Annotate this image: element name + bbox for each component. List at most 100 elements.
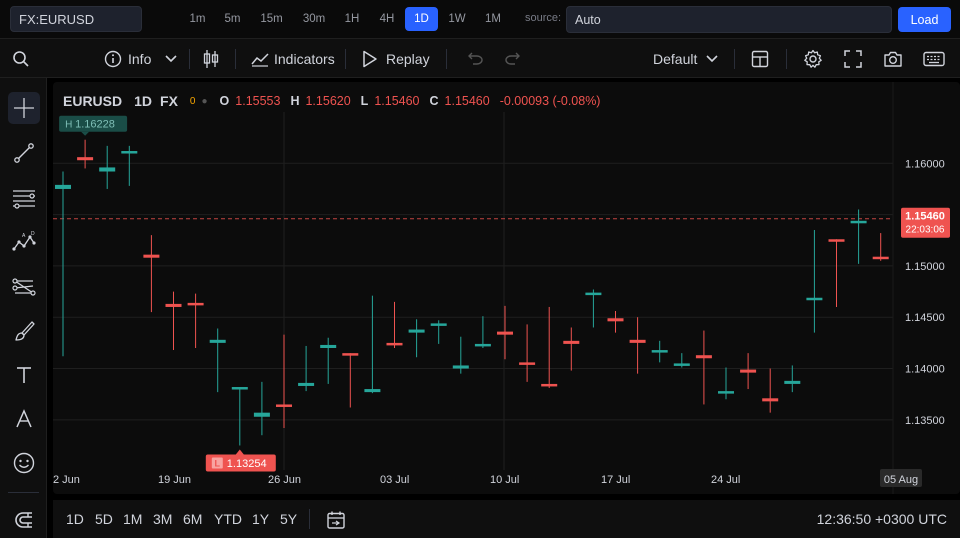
candle-body[interactable] (209, 339, 226, 343)
undo-button[interactable] (464, 39, 484, 79)
range-3m[interactable]: 3M (153, 511, 173, 527)
high-marker-pointer (81, 131, 90, 136)
candle-body[interactable] (850, 220, 867, 224)
fullscreen-button[interactable] (844, 39, 862, 79)
candle-body[interactable] (651, 350, 668, 353)
crosshair-icon[interactable] (8, 92, 40, 124)
candle-body[interactable] (253, 412, 270, 417)
candlestick-chart[interactable]: 1.160001.155001.150001.145001.140001.135… (53, 82, 960, 494)
snapshot-button[interactable] (883, 39, 903, 79)
time-axis-last-badge (880, 469, 922, 487)
range-1y[interactable]: 1Y (252, 511, 270, 527)
search-icon[interactable] (12, 39, 30, 79)
info-button[interactable]: Info (104, 39, 177, 79)
candle-body[interactable] (695, 355, 712, 359)
range-1d[interactable]: 1D (66, 511, 84, 527)
interval-15m[interactable]: 15m (260, 13, 283, 25)
range-5d[interactable]: 5D (95, 511, 113, 527)
candle-body[interactable] (452, 365, 469, 369)
interval-1w[interactable]: 1W (448, 13, 466, 25)
candle-body[interactable] (607, 318, 624, 322)
interval-1m[interactable]: 1m (189, 13, 206, 25)
candle-body[interactable] (99, 167, 116, 172)
low-label: L (360, 94, 369, 108)
candle-body[interactable] (430, 323, 447, 326)
legend-symbol: EURUSD (63, 93, 123, 109)
interval-4h[interactable]: 4H (379, 13, 395, 25)
magnet-icon[interactable] (8, 504, 40, 536)
range-1m[interactable]: 1M (123, 511, 143, 527)
range-ytd[interactable]: YTD (214, 511, 242, 527)
fib-icon[interactable] (8, 182, 40, 214)
candle-body[interactable] (320, 344, 337, 348)
candle-body[interactable] (563, 340, 580, 344)
interval-1m[interactable]: 1M (485, 13, 501, 25)
candle-body[interactable] (762, 398, 779, 402)
toolbar-divider (786, 49, 787, 69)
candle-body[interactable] (806, 297, 823, 301)
candle-body[interactable] (55, 184, 71, 189)
interval-5m[interactable]: 5m (224, 13, 241, 25)
trendline-icon[interactable] (8, 137, 40, 169)
candle-body[interactable] (828, 239, 845, 242)
keyboard-button[interactable] (923, 39, 945, 79)
candle-body[interactable] (342, 353, 359, 356)
candle-body[interactable] (386, 342, 403, 346)
high-marker-letter: H (65, 120, 72, 131)
settings-button[interactable] (803, 39, 823, 79)
symbol-input[interactable] (10, 6, 142, 32)
brush-icon[interactable] (8, 315, 40, 347)
indicators-button[interactable]: Indicators (251, 39, 335, 79)
candle-body[interactable] (143, 254, 160, 258)
candle-body[interactable] (408, 329, 425, 333)
candle-body[interactable] (364, 389, 381, 393)
candle-body[interactable] (784, 380, 801, 384)
interval-1d[interactable]: 1D (405, 7, 438, 31)
chevron-down-icon (706, 55, 718, 63)
goto-date-button[interactable] (326, 510, 346, 535)
legend-exchange: FX (160, 93, 178, 109)
candle-body[interactable] (519, 362, 536, 365)
low-value: 1.15460 (374, 94, 420, 108)
candle-body[interactable] (673, 363, 690, 366)
sidebar-divider (8, 492, 39, 493)
price-chart[interactable]: 1.160001.155001.150001.145001.140001.135… (53, 82, 960, 494)
candle-body[interactable] (497, 331, 513, 335)
layout-dropdown[interactable]: Default (653, 39, 718, 79)
interval-1h[interactable]: 1H (344, 13, 360, 25)
high-marker-value: 1.16228 (75, 119, 115, 131)
candle-body[interactable] (718, 391, 734, 394)
time-tick-label: 19 Jun (158, 474, 191, 486)
emoji-icon[interactable] (8, 447, 40, 479)
candle-body[interactable] (298, 382, 315, 386)
load-button[interactable]: Load (898, 7, 951, 32)
font-icon[interactable] (8, 403, 40, 435)
range-5y[interactable]: 5Y (280, 511, 298, 527)
text-icon[interactable] (8, 359, 40, 391)
candle-body[interactable] (187, 302, 204, 306)
toolbar-divider (734, 49, 735, 69)
candle-body[interactable] (165, 303, 182, 307)
candle-body[interactable] (77, 157, 94, 161)
source-input[interactable] (566, 6, 892, 33)
candle-body[interactable] (121, 151, 138, 154)
candle-body[interactable] (474, 343, 491, 347)
candle-body[interactable] (231, 387, 248, 390)
chart-type-button[interactable] (202, 39, 220, 79)
prediction-icon[interactable] (8, 271, 40, 303)
candle-body[interactable] (872, 256, 889, 260)
countdown-label: 22:03:06 (906, 225, 945, 236)
candle-body[interactable] (740, 369, 757, 373)
bottom-bar: 1D 5D 1M 3M 6M YTD 1Y 5Y 12:36:50 +0300 UTC (53, 500, 960, 538)
candle-body[interactable] (585, 292, 602, 296)
candle-body[interactable] (541, 383, 558, 387)
replay-button[interactable]: Replay (362, 39, 430, 79)
candle-body[interactable] (629, 339, 646, 343)
interval-30m[interactable]: 30m (302, 13, 326, 25)
candle-body[interactable] (276, 404, 292, 407)
range-6m[interactable]: 6M (183, 511, 203, 527)
clock[interactable]: 12:36:50 +0300 UTC (816, 511, 947, 527)
layout-button[interactable] (751, 39, 769, 79)
redo-button[interactable] (504, 39, 524, 79)
